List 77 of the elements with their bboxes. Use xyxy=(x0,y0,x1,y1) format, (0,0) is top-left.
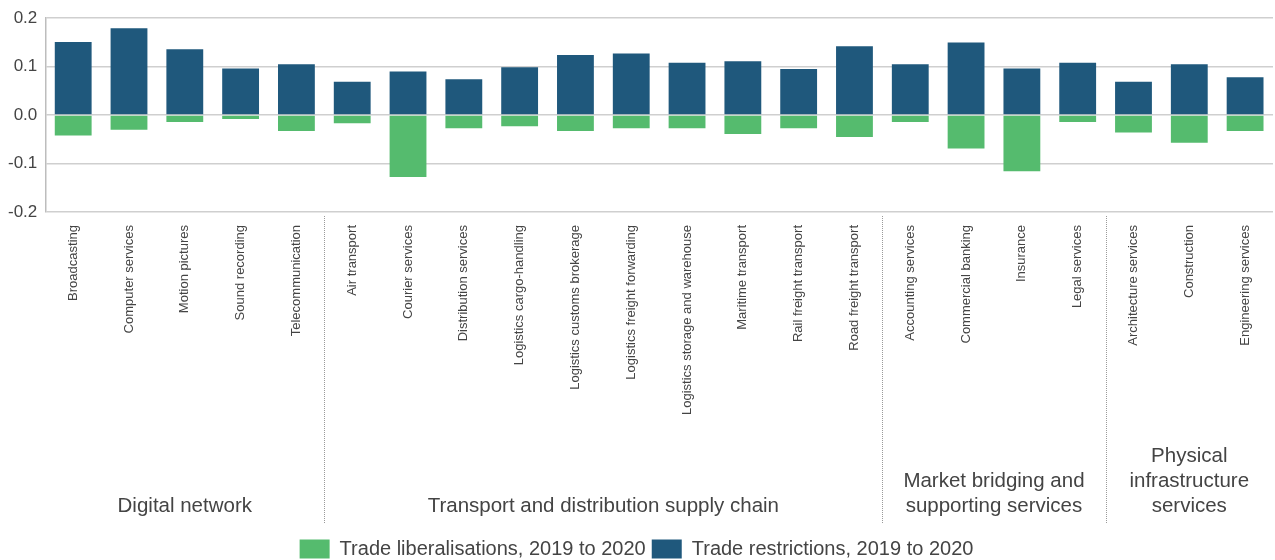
bar xyxy=(445,79,483,115)
legend-label: Trade liberalisations, 2019 to 2020 xyxy=(339,536,646,559)
bar xyxy=(780,69,818,115)
bar xyxy=(389,115,427,178)
bar xyxy=(445,115,483,129)
x-tick-label: Distribution services xyxy=(455,224,471,342)
x-tick-label: Computer services xyxy=(120,224,136,334)
bar xyxy=(1059,62,1097,115)
x-tick-label: Logistics storage and warehouse xyxy=(678,225,694,416)
bar xyxy=(668,115,706,129)
x-tick-label: Air transport xyxy=(343,224,359,296)
y-tick-label: -0.2 xyxy=(8,201,38,221)
bar xyxy=(222,68,260,115)
bar xyxy=(557,55,594,115)
x-tick-label: Insurance xyxy=(1013,225,1029,283)
x-tick-label: Architecture services xyxy=(1125,224,1141,346)
x-tick-label: Accounting services xyxy=(901,224,917,341)
bar xyxy=(780,115,818,129)
bar xyxy=(612,53,650,115)
bar xyxy=(947,42,985,115)
bar xyxy=(557,115,594,132)
y-tick-label: -0.1 xyxy=(8,153,38,173)
bar xyxy=(836,46,873,115)
text: Transport and distribution supply chain xyxy=(426,492,780,517)
x-tick-label: Logistics cargo-handling xyxy=(511,225,527,366)
bar xyxy=(278,64,315,115)
y-tick-label: 0.1 xyxy=(13,56,38,76)
bar xyxy=(1115,81,1152,115)
bar xyxy=(501,67,539,115)
bar xyxy=(333,81,371,115)
x-tick-label: Motion pictures xyxy=(176,224,192,314)
x-tick-label: Construction xyxy=(1180,225,1196,298)
bar xyxy=(389,71,427,115)
bar xyxy=(166,115,204,122)
bar xyxy=(947,115,985,149)
bar xyxy=(891,115,929,122)
bar xyxy=(612,115,650,129)
bar xyxy=(1115,115,1152,133)
bar xyxy=(836,115,873,137)
x-tick-label: Road freight transport xyxy=(846,224,862,351)
bar xyxy=(166,49,204,115)
x-tick-label: Broadcasting xyxy=(64,225,80,301)
x-tick-label: Courier services xyxy=(399,224,415,319)
bar xyxy=(1003,115,1041,172)
bar xyxy=(333,115,371,124)
bar xyxy=(1226,115,1264,132)
x-tick-label: Logistics customs brokerage xyxy=(567,225,583,390)
x-tick-label: Maritime transport xyxy=(734,224,750,330)
y-tick-label: 0.2 xyxy=(13,7,38,27)
text: Physical infrastructure services xyxy=(1128,442,1251,517)
x-tick-label: Legal services xyxy=(1069,224,1085,309)
bar xyxy=(501,115,539,127)
x-tick-label: Commercial banking xyxy=(957,225,973,344)
y-tick-label: 0.0 xyxy=(13,104,38,124)
bar xyxy=(222,115,260,119)
bar xyxy=(54,115,92,136)
x-tick-label: Engineering services xyxy=(1236,224,1252,346)
bar xyxy=(668,62,706,115)
bar xyxy=(110,115,148,130)
bar xyxy=(278,115,315,132)
bar xyxy=(1003,68,1041,115)
bar xyxy=(1170,115,1208,143)
bar xyxy=(724,61,762,115)
x-tick-label: Logistics freight forwarding xyxy=(622,225,638,380)
x-tick-label: Telecommunication xyxy=(287,225,303,337)
legend-label: Trade restrictions, 2019 to 2020 xyxy=(691,536,974,559)
text: Market bridging and supporting services xyxy=(902,467,1086,517)
x-tick-label: Rail freight transport xyxy=(790,224,806,343)
bar xyxy=(1059,115,1097,122)
bar xyxy=(1170,64,1208,115)
bar xyxy=(724,115,762,134)
bar xyxy=(54,41,92,115)
bar xyxy=(1226,77,1264,115)
x-tick-label: Sound recording xyxy=(232,225,248,321)
text: Digital network xyxy=(116,492,253,517)
bar xyxy=(110,28,148,115)
bar xyxy=(891,64,929,115)
